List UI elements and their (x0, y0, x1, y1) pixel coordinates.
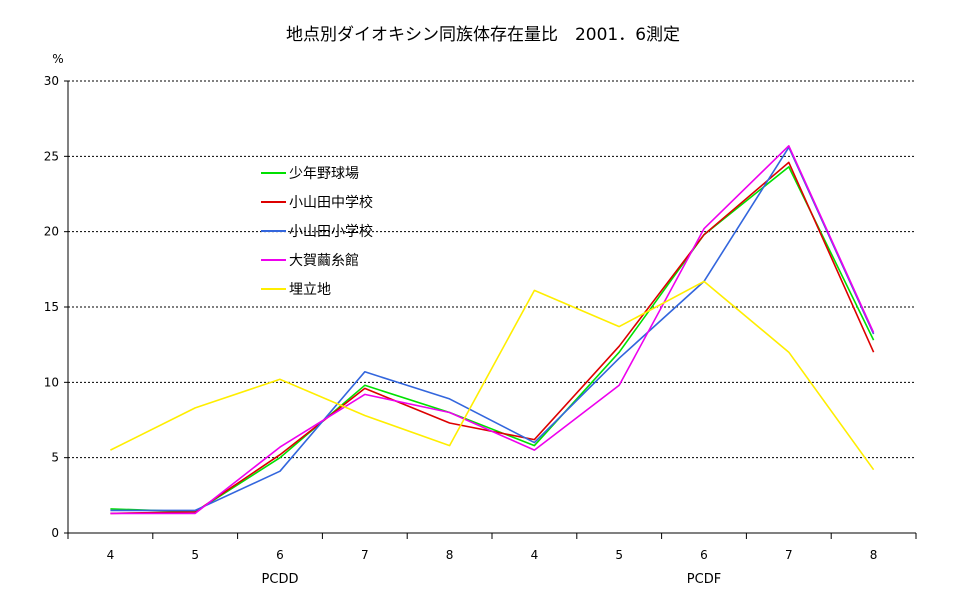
x-group-label: PCDF (687, 572, 721, 587)
y-tick-label: 30 (44, 74, 59, 88)
series-line (110, 145, 875, 515)
legend-label: 埋立地 (289, 282, 331, 298)
x-tick-label: 4 (531, 548, 539, 562)
x-tick-label: 7 (785, 548, 793, 562)
legend-label: 少年野球場 (289, 166, 359, 182)
x-group-label: PCDD (262, 572, 299, 587)
series-lines (110, 145, 875, 515)
x-tick-label: 8 (446, 548, 454, 562)
series-line (110, 161, 875, 515)
series-line (110, 166, 875, 513)
x-tick-label: 4 (107, 548, 115, 562)
y-tick-label: 20 (44, 225, 59, 239)
legend-label: 小山田小学校 (289, 223, 373, 240)
series-line (110, 146, 875, 512)
y-tick-label: 15 (44, 300, 59, 314)
x-tick-label: 5 (615, 548, 623, 562)
chart-title: 地点別ダイオキシン同族体存在量比 2001．6測定 (285, 25, 681, 45)
x-tick-label: 6 (276, 548, 284, 562)
y-tick-label: 0 (51, 526, 59, 540)
y-tick-label: 10 (44, 375, 59, 389)
series-line (110, 280, 875, 471)
y-axis-label: % (52, 52, 63, 66)
x-tick-label: 8 (870, 548, 878, 562)
axes: 0 5 10 15 20 25 30% 4 5 6 7 8 4 5 6 7 8 PCDD PCDF (44, 52, 917, 587)
x-tick-label: 5 (191, 548, 199, 562)
y-tick-label: 5 (51, 451, 59, 465)
legend-label: 大賀繭糸館 (289, 252, 359, 269)
grid-lines (68, 80, 916, 459)
y-tick-label: 25 (44, 149, 59, 163)
x-tick-label: 6 (700, 548, 708, 562)
legend-label: 小山田中学校 (289, 194, 373, 211)
x-tick-label: 7 (361, 548, 369, 562)
